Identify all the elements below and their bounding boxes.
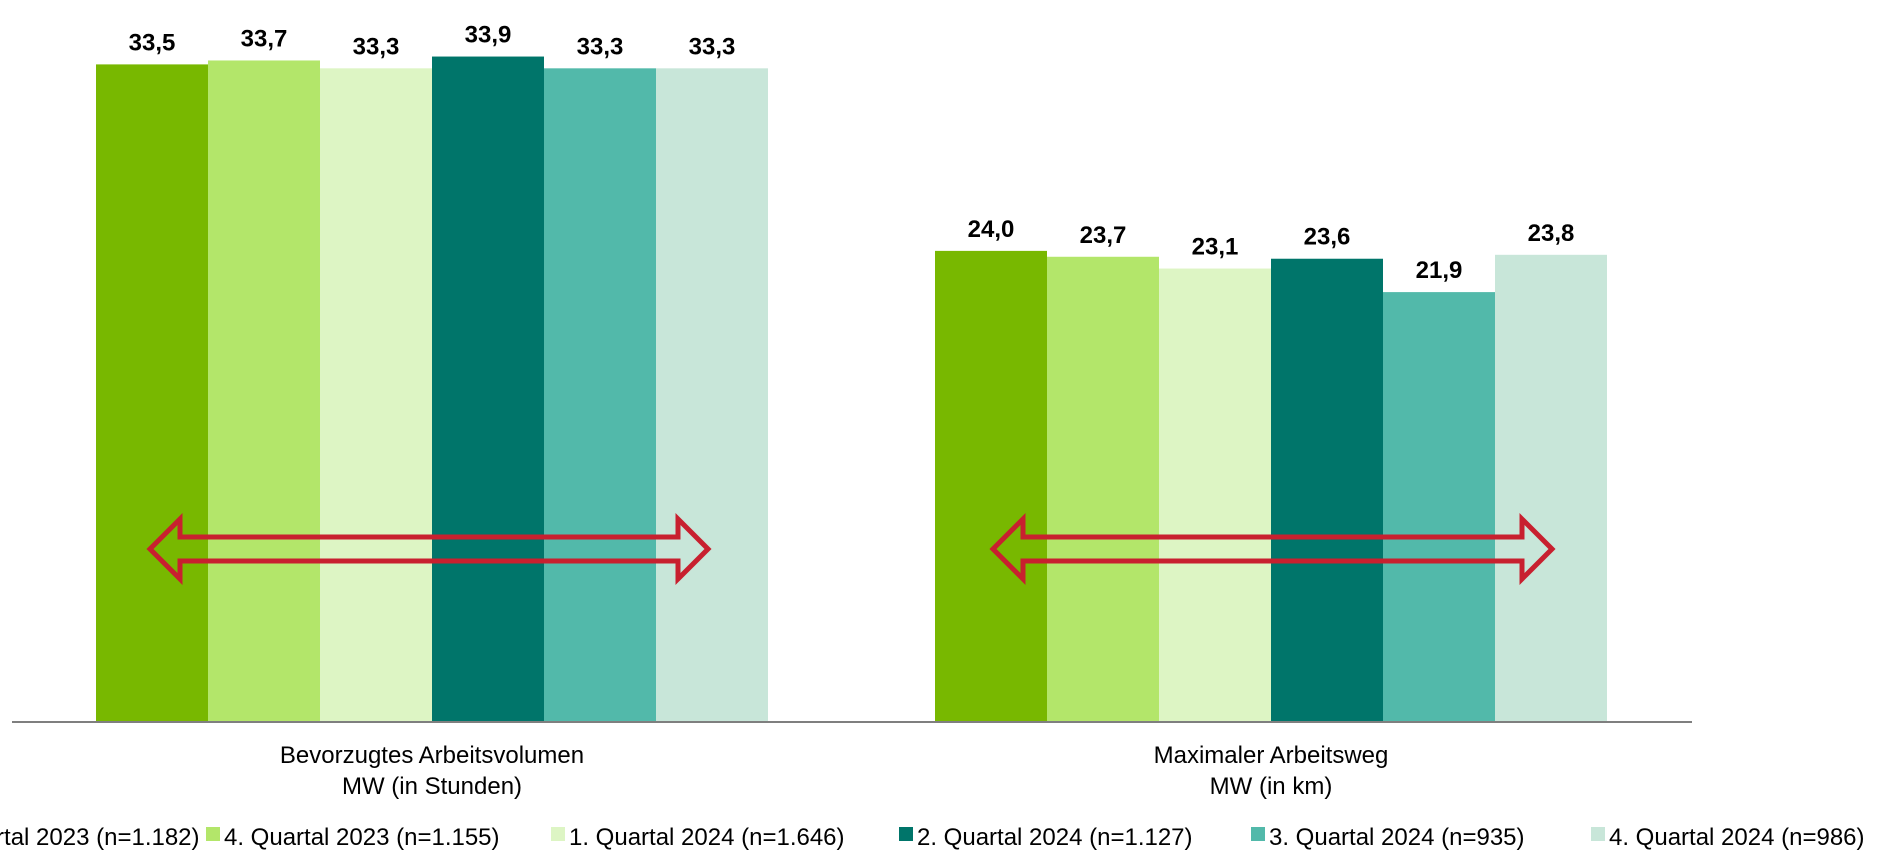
bars-layer [96,56,1607,723]
category-sublabel: MW (in Stunden) [342,773,522,800]
legend-label: 2. Quartal 2024 (n=1.127) [917,824,1193,851]
legend-swatch [1591,827,1605,841]
data-label: 33,3 [577,33,624,60]
bar [1159,268,1271,722]
bar [320,68,432,723]
bar [208,60,320,723]
bar [1047,256,1159,722]
category-label: Bevorzugtes Arbeitsvolumen [280,742,584,769]
data-label: 23,6 [1304,224,1351,251]
bar [1271,258,1383,722]
data-label: 33,5 [129,29,176,56]
legend-swatch [899,827,913,841]
legend-label: 4. Quartal 2023 (n=1.155) [224,824,500,851]
legend-label: 4. Quartal 2024 (n=986) [1609,824,1865,851]
arrows-layer [146,512,1556,586]
double-arrow [146,512,712,586]
data-label: 24,0 [968,216,1015,243]
category-labels-layer: Bevorzugtes Arbeitsvolumen MW (in Stunden… [280,742,1388,800]
legend: 3. Quartal 2023 (n=1.182) 4. Quartal 2023… [0,824,1865,851]
data-label: 33,7 [241,25,288,52]
bar [1495,254,1607,722]
data-label: 23,8 [1528,220,1575,247]
legend-swatch [551,827,565,841]
double-arrow [989,512,1556,586]
bar [935,250,1047,722]
legend-swatch [206,827,220,841]
data-label: 33,3 [689,33,736,60]
legend-swatch [1251,827,1265,841]
value-labels-layer: 33,5 33,7 33,3 33,9 33,3 33,3 24,0 23,7 23,1 23,6… [129,22,1575,285]
data-label: 33,3 [353,33,400,60]
bar [1383,292,1495,722]
data-label: 23,1 [1192,234,1239,261]
legend-label: 1. Quartal 2024 (n=1.646) [569,824,845,851]
bar [432,56,544,723]
bar [96,64,208,722]
data-label: 21,9 [1416,257,1463,284]
category-label: Maximaler Arbeitsweg [1154,742,1389,769]
category-sublabel: MW (in km) [1210,773,1333,800]
legend-label: 3. Quartal 2023 (n=1.182) [0,824,200,851]
bar [656,68,768,723]
legend-label: 3. Quartal 2024 (n=935) [1269,824,1525,851]
bar [544,68,656,723]
data-label: 33,9 [465,22,512,49]
data-label: 23,7 [1080,222,1127,249]
